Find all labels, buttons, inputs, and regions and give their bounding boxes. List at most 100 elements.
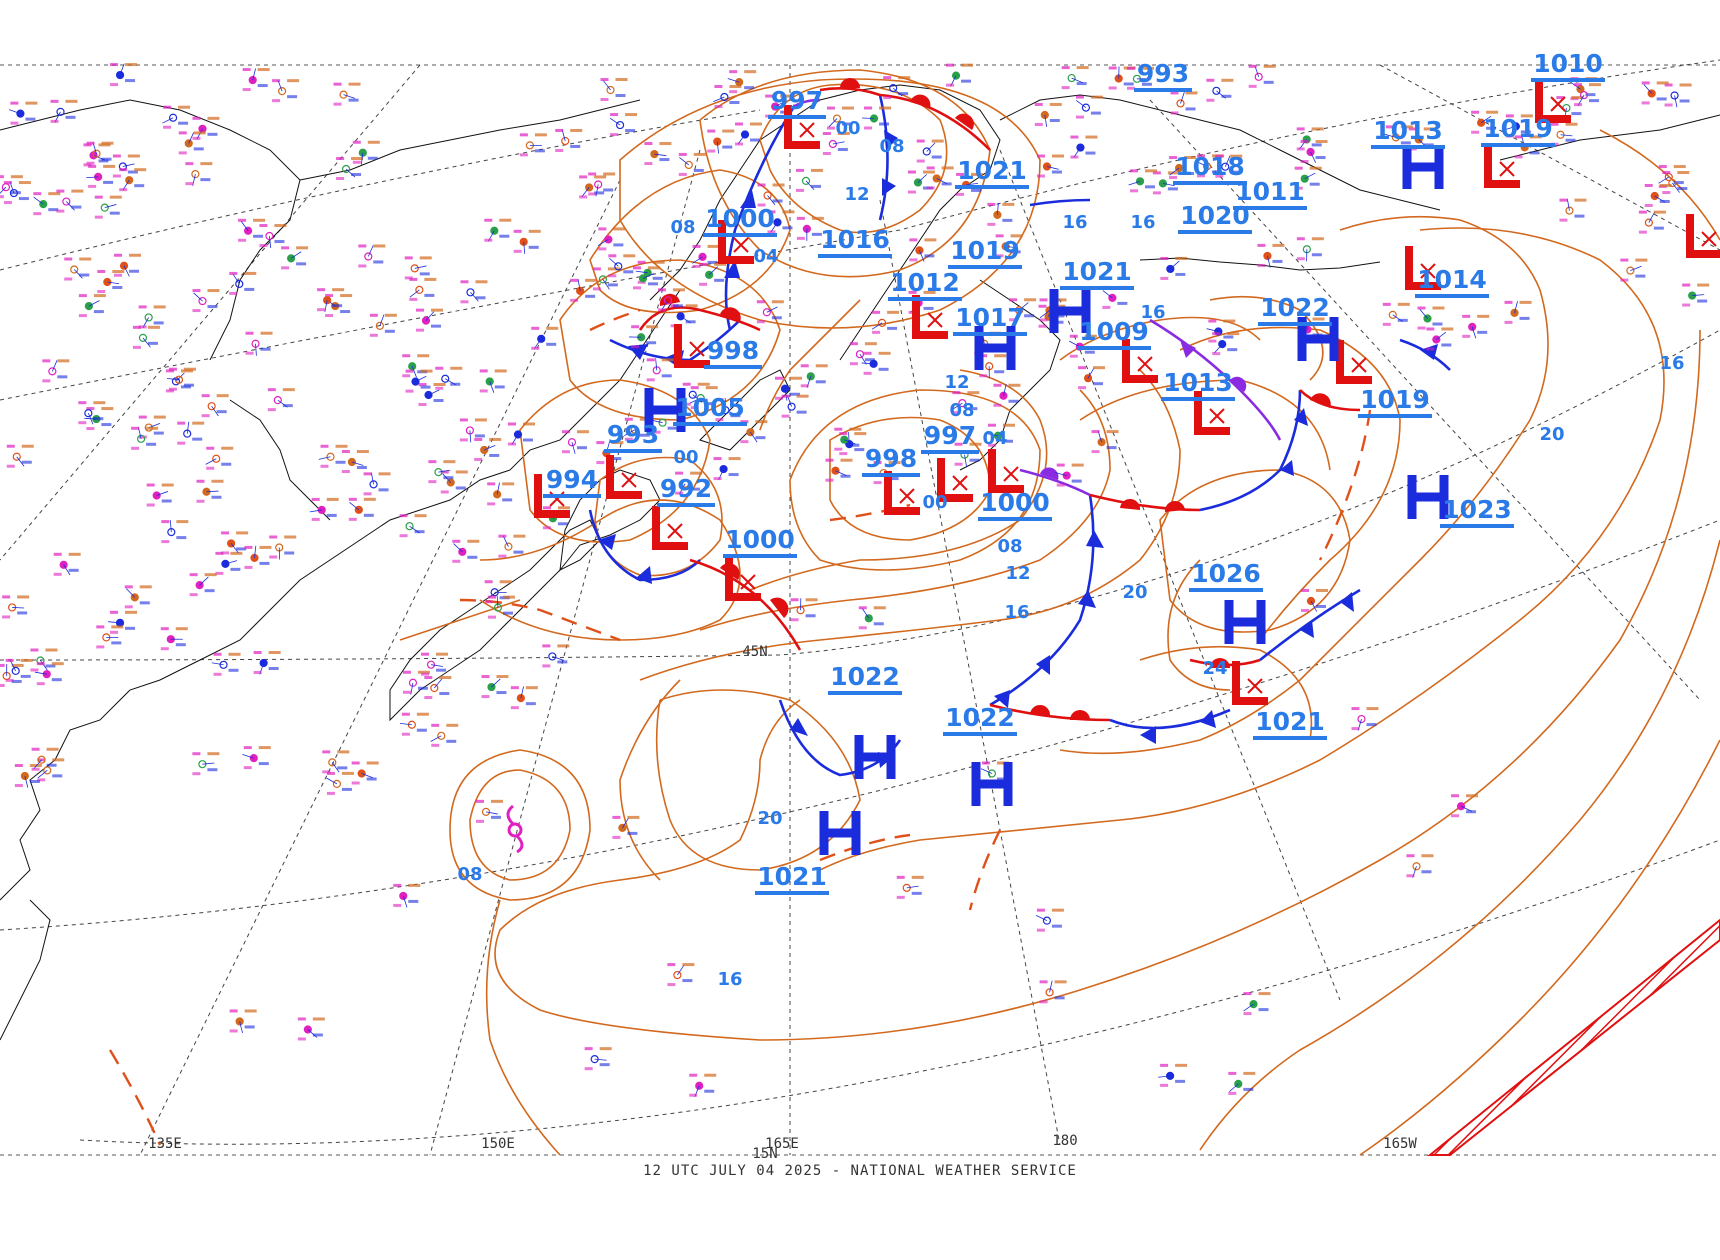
station-plot [487,595,515,619]
station-plot [430,723,459,747]
graticule-label-lon-150e: 150E [481,1136,515,1152]
station-plot [1300,140,1328,164]
map-footer-caption: 12 UTC JULY 04 2025 - NATIONAL WEATHER S… [643,1163,1077,1179]
station-plot [1158,1063,1188,1087]
station-plot [1078,366,1106,390]
station-plot [333,82,361,106]
isobar-value-label: 16 [1130,212,1155,233]
station-plot [1055,463,1084,487]
pressure-label: 997 [771,86,823,115]
low-pressure-symbol [988,449,1024,493]
station-plot [96,625,124,649]
isobar-value-label: 12 [1005,563,1030,584]
low-pressure-symbol [1122,339,1158,383]
station-plot [986,423,1015,447]
pressure-label: 1022 [1260,293,1330,322]
pressure-label: 1026 [1191,559,1261,588]
station-plot [309,497,339,521]
station-plot [825,458,853,482]
station-plot [369,313,397,337]
station-plot [238,218,266,242]
station-plot [713,457,741,481]
pressure-label: 1021 [1255,707,1325,736]
station-plot [428,460,456,484]
station-plot [1215,154,1243,178]
station-plot [871,310,900,334]
station-plot [510,686,538,710]
station-plot [682,382,710,406]
graticule-labels: 135E 150E 165E 180 165W 45N 15N [148,644,1417,1162]
station-plot [317,288,345,313]
isobar-value-label: 20 [757,808,782,829]
station-plot [1504,300,1532,324]
station-plot [1382,302,1410,326]
station-plot [112,154,140,178]
station-plot [475,799,503,823]
pressure-label: 998 [865,444,917,473]
station-plot [531,326,559,350]
station-plot [796,216,824,241]
station-plot [584,1047,612,1071]
station-plot [33,192,61,216]
low-pressure-symbol [1194,391,1230,435]
pressure-label: 1023 [1442,495,1512,524]
isobar-value-label: 00 [922,492,947,513]
station-plot [1301,588,1329,612]
pressure-label: 1020 [1180,201,1250,230]
low-pressure-symbol [674,324,710,368]
station-plot [460,280,488,304]
station-plot [14,764,42,788]
low-pressure-symbol [1232,661,1268,705]
station-plot [667,963,695,987]
station-plot [1248,64,1276,88]
station-plot [689,1073,717,1097]
station-plot [1620,258,1648,282]
station-plot [166,367,196,391]
pressure-label: 1009 [1079,317,1149,346]
station-plot [281,246,309,270]
station-plot [402,670,430,695]
low-pressure-centers [534,79,1720,705]
isobar-value-label: 12 [944,372,969,393]
station-plot [608,254,636,278]
station-plot [221,531,249,555]
pressure-label: 1000 [725,525,795,554]
station-plot [1243,992,1271,1016]
isobar-value-label: 16 [1062,212,1087,233]
station-plot [5,658,33,682]
station-plot [1206,78,1234,102]
station-plot [352,140,380,165]
station-plot [588,172,616,197]
station-plot [1009,298,1037,322]
station-plot [393,883,421,908]
high-pressure-symbol [971,762,1013,806]
station-plot [2,595,30,619]
station-plot [326,771,354,795]
station-plot [612,815,640,839]
pressure-label: 998 [707,336,759,365]
station-plots [0,63,1710,1097]
pressure-label: 992 [660,474,712,503]
station-plot [1296,127,1324,151]
station-plot [1641,81,1669,105]
station-plot [404,256,432,280]
station-plot [272,79,300,103]
station-plot [946,63,974,87]
station-plot [418,383,446,407]
station-plot [644,142,672,166]
pressure-label: 1012 [890,268,960,297]
isobar-value-label: 08 [949,400,974,421]
graticule-label-lon-165w: 165W [1383,1136,1417,1152]
station-plot [542,644,570,668]
station-plot [487,482,515,506]
station-plot [42,359,70,383]
station-plot [951,391,980,415]
station-plot [358,244,386,268]
low-pressure-symbol [725,557,761,601]
station-plot [699,262,727,286]
isobar-value-label: 04 [753,246,778,267]
station-plot [86,164,116,188]
station-plot [597,227,626,251]
station-plot [1351,707,1379,731]
high-pressure-symbol [854,735,896,779]
